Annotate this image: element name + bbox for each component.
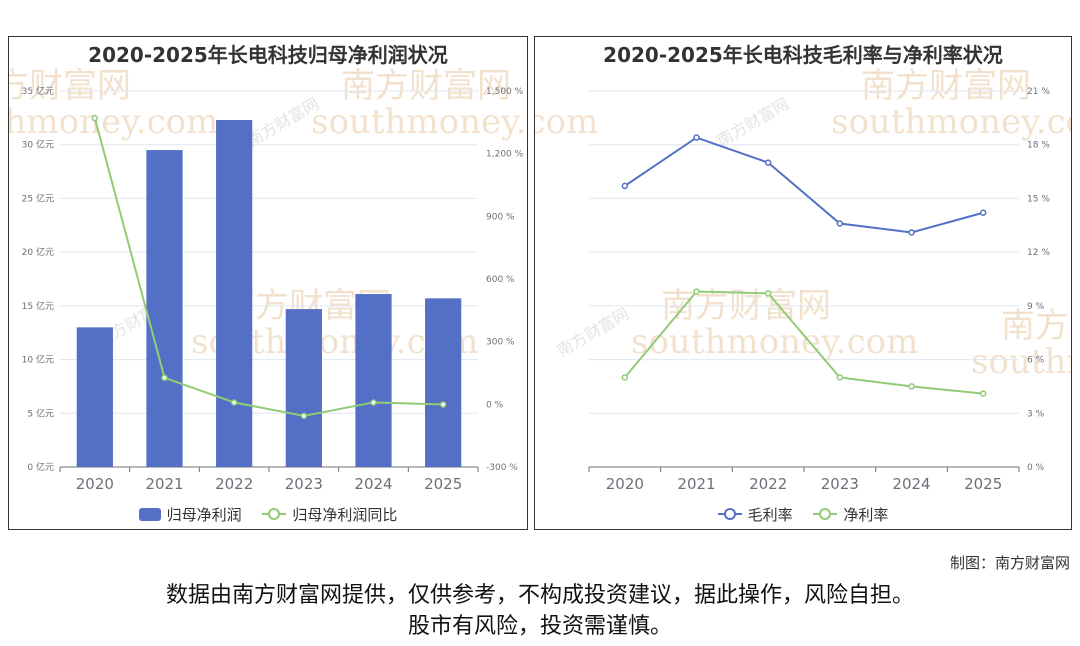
data-point — [764, 159, 772, 166]
data-point — [836, 374, 844, 381]
legend-label: 归母净利润 — [166, 506, 242, 524]
legend-swatch-line — [717, 507, 742, 521]
x-axis-tick-label: 2025 — [424, 475, 462, 493]
y-axis-right-tick-label: 0 % — [486, 400, 504, 410]
bar — [285, 309, 322, 467]
legend-item-net-profit[interactable]: 归母净利润 — [138, 504, 242, 525]
x-axis-tick-label: 2020 — [76, 475, 114, 493]
right-chart-panel: 2020-2025年长电科技毛利率与净利率状况 南方财富网southmoney.… — [534, 36, 1072, 530]
watermark-text: southmoney.com — [831, 102, 1072, 142]
watermark-text: southmoney.com — [971, 342, 1072, 382]
y-axis-left-tick-label: 0 亿元 — [27, 461, 54, 473]
y-axis-right-tick-label: 6 % — [1027, 356, 1045, 366]
y-axis-left-tick-label: 25 亿元 — [22, 192, 54, 204]
data-point — [300, 412, 308, 420]
y-axis-left-tick-label: 5 亿元 — [27, 407, 54, 419]
data-point — [764, 290, 772, 297]
y-axis-left-tick-label: 15 亿元 — [22, 300, 54, 312]
legend-item-gross-margin[interactable]: 毛利率 — [717, 504, 793, 525]
disclaimer-line: 数据由南方财富网提供，仅供参考，不构成投资建议，据此操作，风险自担。 — [165, 583, 914, 608]
y-axis-right-tick-label: 9 % — [1027, 302, 1045, 312]
left-chart-legend: 归母净利润 归母净利润同比 — [9, 504, 527, 526]
y-axis-right-tick-label: 3 % — [1027, 409, 1045, 419]
x-axis-tick-label: 2023 — [821, 475, 859, 493]
data-point — [836, 220, 844, 227]
watermark-text: southmoney.com — [9, 102, 218, 142]
y-axis-right-tick-label: 12 % — [1027, 248, 1050, 258]
disclaimer-line: 股市有风险，投资需谨慎。 — [407, 614, 672, 639]
legend-label: 毛利率 — [747, 505, 793, 524]
watermark-layer: 南方财富网southmoney.com南方财富网southmoney.com南方… — [535, 66, 1072, 382]
bar — [216, 120, 253, 468]
x-axis-tick-label: 2024 — [354, 475, 392, 493]
legend-swatch-line — [262, 507, 287, 521]
x-axis-tick-label: 2022 — [215, 475, 253, 493]
watermark-text: southmoney.com — [311, 102, 528, 142]
data-point — [621, 374, 629, 381]
series-line — [624, 290, 984, 395]
watermark-text: southmoney.com — [631, 322, 918, 362]
x-axis-tick-label: 2022 — [749, 475, 787, 493]
left-chart-panel: 2020-2025年长电科技归母净利润状况 南方财富网southmoney.co… — [8, 36, 528, 530]
y-axis-right-tick-label: 0 % — [1027, 463, 1045, 473]
bar — [76, 327, 113, 467]
data-point — [161, 374, 168, 382]
legend-swatch-line — [813, 507, 838, 521]
right-chart-legend: 毛利率 净利率 — [535, 504, 1071, 526]
legend-item-net-profit-yoy[interactable]: 归母净利润同比 — [262, 504, 397, 525]
chart-credit: 制图：南方财富网 — [949, 554, 1070, 572]
data-point — [693, 288, 700, 295]
legend-item-net-margin[interactable]: 净利率 — [813, 504, 888, 525]
x-axis-tick-label: 2021 — [677, 475, 715, 493]
data-point — [370, 399, 377, 406]
watermark-text: 南方财富网 — [1001, 306, 1072, 346]
y-axis-right-tick-label: 300 % — [486, 338, 515, 348]
watermark-text: 南方财富网 — [714, 94, 793, 150]
left-chart-title: 2020-2025年长电科技归母净利润状况 — [88, 43, 448, 67]
bar — [355, 294, 392, 467]
bar — [146, 150, 183, 467]
y-axis-right-tick-label: 1,500 % — [486, 87, 524, 97]
y-axis-right-tick-label: 600 % — [486, 275, 515, 285]
data-point — [979, 390, 987, 397]
y-axis-left-tick-label: 10 亿元 — [22, 354, 54, 366]
watermark-text: 南方财富网 — [9, 66, 131, 106]
legend-label: 归母净利润同比 — [292, 505, 398, 524]
data-point — [621, 182, 629, 190]
y-axis-right-tick-label: 18 % — [1027, 141, 1050, 151]
watermark-text: southmoney.com — [535, 102, 598, 142]
left-chart-svg: 南方财富网southmoney.com南方财富网southmoney.com南方… — [9, 66, 528, 493]
disclaimer: 数据由南方财富网提供，仅供参考，不构成投资建议，据此操作，风险自担。 股市有风险… — [0, 580, 1080, 642]
series-line — [93, 117, 444, 417]
y-axis-right-tick-label: 900 % — [486, 212, 515, 222]
x-axis-tick-label: 2021 — [145, 475, 183, 493]
y-axis-left-tick-label: 20 亿元 — [22, 246, 54, 258]
data-point — [979, 209, 987, 217]
y-axis-right-tick-label: 1,200 % — [486, 150, 524, 160]
y-axis-right-tick-label: 21 % — [1027, 87, 1050, 97]
data-point — [439, 401, 447, 408]
series-line — [624, 136, 984, 234]
x-axis-tick-label: 2020 — [606, 475, 644, 493]
y-axis-right-tick-label: 15 % — [1027, 194, 1050, 204]
legend-swatch-bar — [138, 508, 161, 521]
watermark-text: 南方财富网 — [554, 304, 633, 360]
x-axis-tick-label: 2023 — [285, 475, 323, 493]
right-chart-svg: 南方财富网southmoney.com南方财富网southmoney.com南方… — [535, 66, 1072, 493]
data-point — [230, 399, 238, 406]
y-axis-left-tick-label: 30 亿元 — [22, 139, 54, 151]
data-point — [91, 114, 99, 122]
bar — [425, 298, 462, 467]
legend-label: 净利率 — [843, 505, 889, 524]
x-axis-tick-label: 2024 — [892, 475, 930, 493]
data-point — [908, 229, 915, 236]
y-axis-left-tick-label: 35 亿元 — [22, 85, 54, 97]
right-chart-title: 2020-2025年长电科技毛利率与净利率状况 — [603, 43, 1003, 67]
x-axis-tick-label: 2025 — [964, 475, 1002, 493]
data-point — [693, 134, 700, 141]
data-point — [908, 383, 915, 390]
y-axis-right-tick-label: -300 % — [486, 463, 518, 473]
watermark-text: 南方财富网 — [341, 66, 511, 106]
watermark-text: 南方财富网 — [861, 66, 1031, 106]
